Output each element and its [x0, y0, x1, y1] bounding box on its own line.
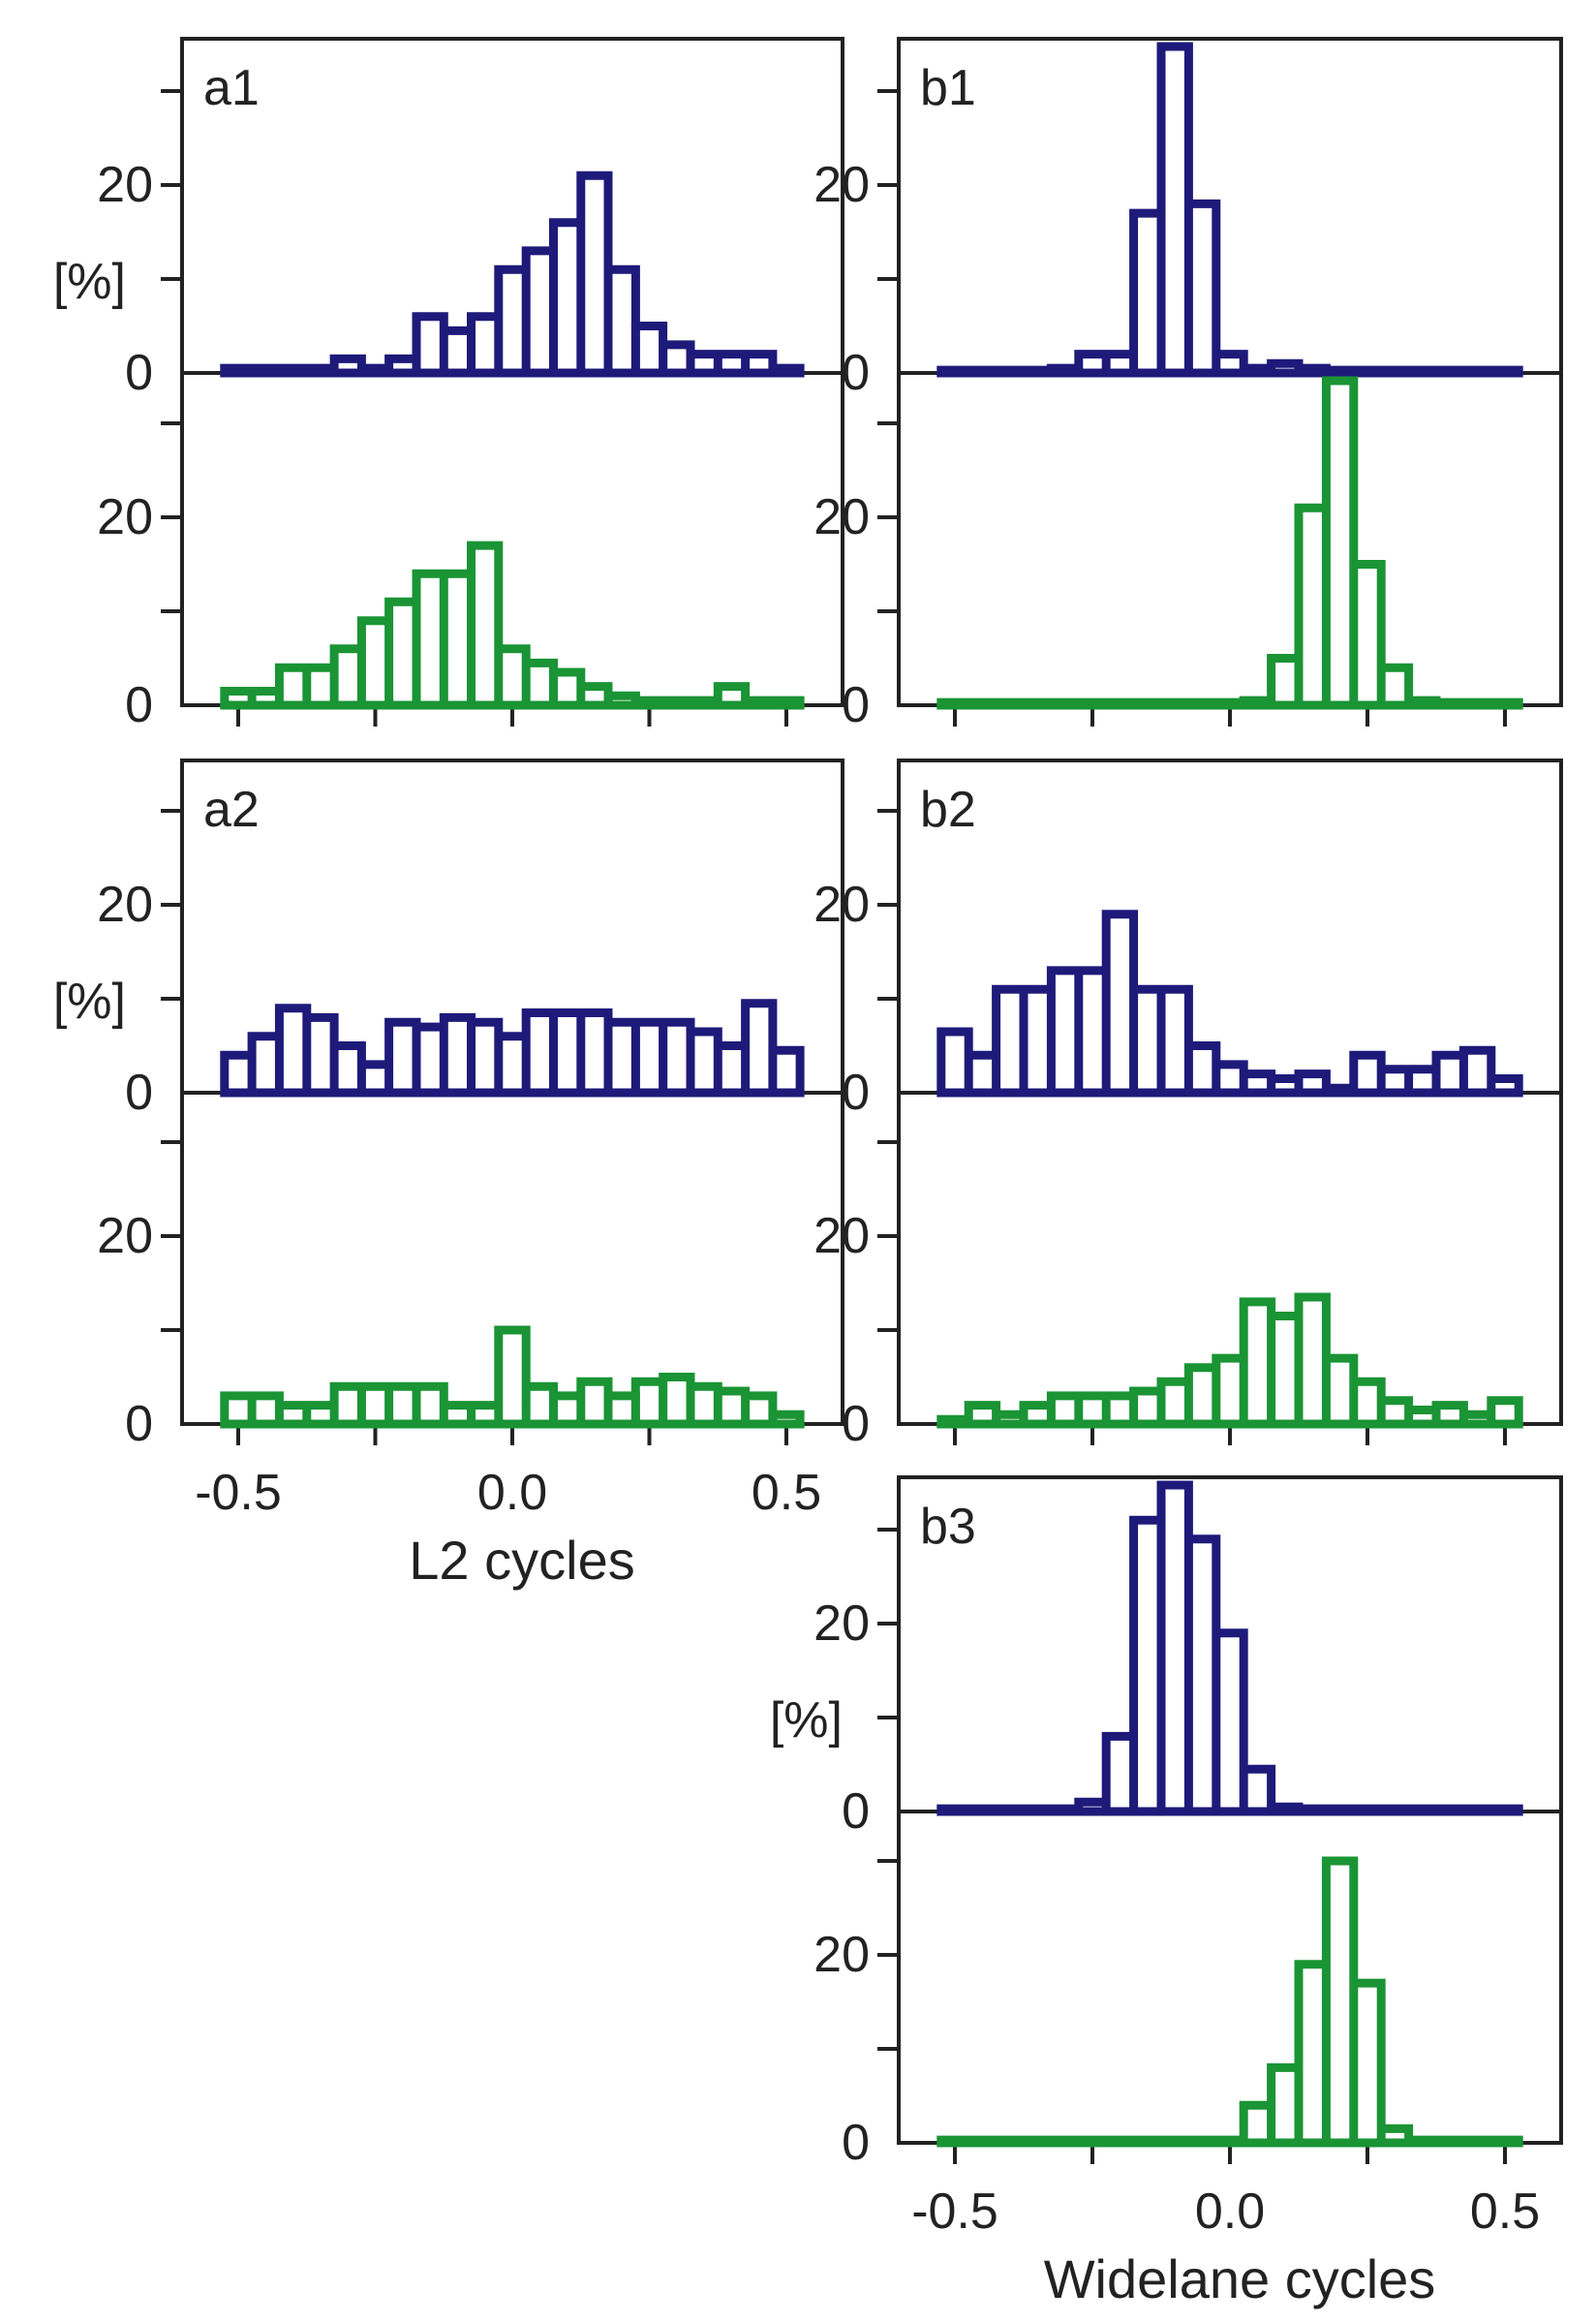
y-tick-label: 20 — [97, 489, 153, 545]
x-axis-title: Widelane cycles — [1044, 2248, 1436, 2309]
panel-b2: 0 20 0 20 b2 — [813, 759, 1563, 1452]
panel-label: a2 — [203, 782, 260, 838]
histogram-top-series — [220, 999, 805, 1098]
y-tick-label: 20 — [97, 877, 153, 933]
histogram-top-series — [220, 170, 805, 378]
y-tick-label: 0 — [125, 677, 153, 733]
x-tick-label: -0.5 — [911, 2184, 998, 2240]
x-tick-label: 0.5 — [752, 1465, 821, 1521]
histogram-bottom-series — [936, 1292, 1523, 1429]
histogram-top-series — [936, 1480, 1523, 1816]
histogram-bottom-series — [936, 376, 1523, 710]
y-unit-label: [%] — [53, 254, 126, 310]
y-tick-label: 20 — [813, 877, 870, 933]
y-tick-label: 0 — [842, 1783, 870, 1840]
x-tick-label: -0.5 — [195, 1465, 282, 1521]
panel-label: b1 — [920, 60, 976, 116]
panels-group: 0 20 [%] 0 20 a1 0 20 0 20 b1 0 20 [%] 0 20 -0.5 0.0 0.5 L2… — [53, 37, 1563, 2309]
y-tick-label: 0 — [842, 1396, 870, 1452]
y-tick-label: 20 — [813, 1595, 870, 1652]
panel-label: a1 — [203, 60, 260, 116]
histogram-bottom-series — [936, 1856, 1523, 2148]
x-axis-title: L2 cycles — [409, 1530, 634, 1591]
y-unit-label: [%] — [53, 974, 126, 1030]
y-tick-label: 0 — [842, 677, 870, 733]
y-tick-label: 0 — [842, 1065, 870, 1121]
x-tick-label: 0.5 — [1470, 2184, 1540, 2240]
x-tick-label: 0.0 — [1195, 2184, 1265, 2240]
panel-label: b2 — [920, 782, 976, 838]
y-tick-label: 0 — [125, 1396, 153, 1452]
panel-b1: 0 20 0 20 b1 — [813, 37, 1563, 733]
y-tick-label: 20 — [97, 157, 153, 213]
panel-label: b3 — [920, 1499, 976, 1555]
y-tick-label: 0 — [125, 345, 153, 401]
histogram-bottom-series — [220, 541, 805, 710]
y-tick-label: 20 — [813, 157, 870, 213]
y-tick-label: 20 — [813, 1927, 870, 1983]
panel-b3: 0 20 [%] 0 20 -0.5 0.0 0.5 Widelane cycles b3 — [770, 1475, 1563, 2309]
x-tick-label: 0.0 — [477, 1465, 547, 1521]
histogram-top-series — [936, 910, 1523, 1098]
y-tick-label: 20 — [813, 1208, 870, 1264]
y-tick-label: 0 — [842, 345, 870, 401]
y-tick-label: 20 — [813, 489, 870, 545]
panel-a1: 0 20 [%] 0 20 a1 — [53, 37, 844, 733]
y-tick-label: 0 — [125, 1065, 153, 1121]
y-unit-label: [%] — [770, 1692, 843, 1749]
histogram-top-series — [936, 42, 1523, 378]
panel-a2: 0 20 [%] 0 20 -0.5 0.0 0.5 L2 cycles a2 — [53, 759, 844, 1591]
histogram-bottom-series — [220, 1325, 805, 1429]
y-tick-label: 0 — [842, 2115, 870, 2171]
y-tick-label: 20 — [97, 1208, 153, 1264]
